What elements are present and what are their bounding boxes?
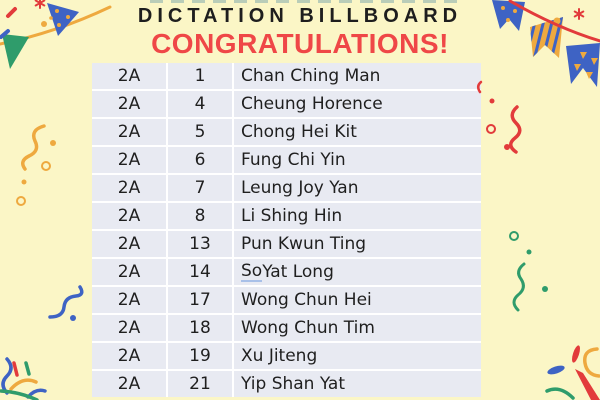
class-cell: 2A [92,231,166,257]
class-cell: 2A [92,287,166,313]
class-cell: 2A [92,63,166,89]
number-cell: 21 [168,371,232,397]
number-cell: 13 [168,231,232,257]
number-cell: 1 [168,63,232,89]
name-cell: Li Shing Hin [234,203,481,229]
page-title: DICTATION BILLBOARD [137,5,463,27]
name-cell: Pun Kwun Ting [234,231,481,257]
number-cell: 6 [168,147,232,173]
number-cell: 17 [168,287,232,313]
squiggle-red-right-icon [477,80,522,154]
name-cell: Leung Joy Yan [234,175,481,201]
class-cell: 2A [92,147,166,173]
class-cell: 2A [92,259,166,285]
squiggle-green-right-icon [509,231,548,312]
congratulations-heading: CONGRATULATIONS! [151,28,449,59]
class-cell: 2A [92,315,166,341]
squiggle-orange-left-icon [16,124,56,206]
clipped-title-fragment [150,0,462,3]
name-cell: So Yat Long [234,259,481,285]
name-cell: Chong Hei Kit [234,119,481,145]
number-cell: 8 [168,203,232,229]
class-cell: 2A [92,343,166,369]
squiggle-blue-left-icon [48,285,84,321]
class-cell: 2A [92,119,166,145]
number-cell: 7 [168,175,232,201]
firework-burst-bottom-right-icon [545,345,600,400]
name-cell: Chan Ching Man [234,63,481,89]
number-cell: 5 [168,119,232,145]
results-table: 2A 1 Chan Ching Man 2A 4 Cheung Horence 2A 5 Cho… [92,63,481,397]
name-cell: Xu Jiteng [234,343,481,369]
name-cell: Cheung Horence [234,91,481,117]
class-cell: 2A [92,91,166,117]
name-cell: Yip Shan Yat [234,371,481,397]
class-cell: 2A [92,371,166,397]
name-cell: Wong Chun Hei [234,287,481,313]
number-cell: 19 [168,343,232,369]
number-cell: 18 [168,315,232,341]
number-cell: 4 [168,91,232,117]
number-cell: 14 [168,259,232,285]
class-cell: 2A [92,203,166,229]
underlined-word: So [241,260,263,282]
name-cell: Fung Chi Yin [234,147,481,173]
class-cell: 2A [92,175,166,201]
firework-burst-bottom-left-icon [0,357,47,400]
name-cell: Wong Chun Tim [234,315,481,341]
